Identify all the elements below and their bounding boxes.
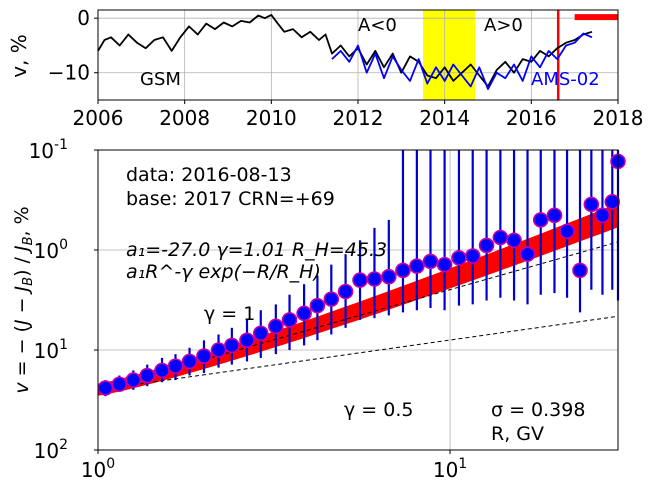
top-xtick-label: 2016 bbox=[506, 106, 557, 130]
top-panel: 2006 2008 2010 2012 2014 2016 2018 0 −10 v, % GS… bbox=[7, 6, 643, 130]
bottom-ytick-exponent: 1 bbox=[59, 337, 68, 353]
top-series bbox=[97, 14, 593, 90]
data-point bbox=[409, 258, 425, 274]
data-point bbox=[167, 358, 184, 374]
data-point bbox=[139, 367, 156, 384]
data-point bbox=[559, 223, 575, 240]
data-point bbox=[309, 297, 326, 314]
data-point bbox=[111, 376, 128, 393]
data-date-text: data: 2016-08-13 bbox=[126, 164, 292, 186]
top-series-gsm bbox=[97, 14, 593, 88]
data-point bbox=[583, 196, 600, 213]
data-point bbox=[464, 248, 481, 264]
data-point bbox=[604, 194, 621, 210]
base-crn-text: base: 2017 CRN=+69 bbox=[126, 188, 335, 210]
gamma-1-label: γ = 1 bbox=[204, 303, 255, 325]
bottom-ytick-exponent: 0 bbox=[59, 237, 68, 253]
data-point bbox=[519, 246, 536, 262]
bottom-xtick-label: 100 bbox=[81, 456, 115, 482]
top-ylabel: v, % bbox=[7, 34, 31, 78]
bottom-xtick-label: 101 bbox=[433, 456, 467, 482]
data-point bbox=[492, 229, 509, 246]
top-ytick-label: −10 bbox=[48, 61, 90, 85]
reference-lines bbox=[97, 241, 619, 391]
data-point bbox=[196, 348, 212, 364]
data-point bbox=[506, 232, 522, 249]
data-points bbox=[97, 153, 626, 396]
data-point bbox=[181, 353, 198, 370]
bottom-ylabel: v = − (J − JB) / JB, % bbox=[11, 206, 36, 393]
top-series-ams-02 bbox=[331, 32, 593, 90]
top-xtick-label: 2008 bbox=[159, 106, 210, 130]
data-point bbox=[532, 212, 549, 228]
data-point bbox=[281, 312, 298, 328]
gamma-05-label: γ = 0.5 bbox=[344, 399, 413, 421]
a-positive-label: A>0 bbox=[484, 15, 523, 36]
polarity-transition-band bbox=[423, 10, 475, 100]
bottom-ytick-exponent: 2 bbox=[59, 437, 68, 453]
data-point bbox=[252, 325, 269, 342]
data-point bbox=[352, 272, 368, 288]
data-point bbox=[224, 337, 240, 354]
top-panel-frame bbox=[97, 9, 619, 101]
fit-params-text: a₁=-27.0 γ=1.01 R_H=45.3 bbox=[126, 239, 387, 261]
data-point bbox=[268, 318, 284, 335]
data-point bbox=[323, 291, 340, 307]
data-point bbox=[125, 372, 142, 388]
bottom-ytick-exponent: -1 bbox=[54, 137, 68, 153]
bottom-ytick-label: 100 bbox=[34, 237, 68, 263]
data-point bbox=[395, 262, 411, 279]
fit-formula-text: a₁R^-γ exp(−R/R_H) bbox=[126, 261, 321, 283]
top-xtick-label: 2012 bbox=[333, 106, 384, 130]
bottom-ytick-label: 102 bbox=[34, 437, 68, 463]
top-xtick-label: 2014 bbox=[419, 106, 470, 130]
reference-line-gamma-1 bbox=[97, 241, 619, 391]
data-point bbox=[154, 362, 170, 379]
bottom-xtick-exponent: 0 bbox=[106, 456, 115, 472]
top-xtick-label: 2010 bbox=[246, 106, 297, 130]
gsm-label: GSM bbox=[140, 69, 181, 90]
bottom-panel-frame bbox=[97, 149, 619, 451]
reference-line-gamma-0-5 bbox=[97, 315, 619, 391]
bottom-ytick-label: 101 bbox=[34, 337, 68, 363]
sigma-label: σ = 0.398 bbox=[491, 399, 585, 421]
bottom-ytick-label: 10-1 bbox=[29, 137, 68, 163]
data-point bbox=[572, 262, 588, 279]
data-point bbox=[478, 237, 495, 254]
data-point bbox=[239, 332, 255, 349]
data-point bbox=[97, 380, 114, 396]
data-point bbox=[422, 253, 439, 270]
a-negative-label: A<0 bbox=[358, 15, 397, 36]
data-point bbox=[451, 250, 467, 266]
data-point bbox=[436, 256, 453, 273]
top-ytick-label: 0 bbox=[77, 6, 90, 30]
bottom-xlabel: R, GV bbox=[491, 423, 544, 445]
bottom-panel-background bbox=[98, 150, 618, 450]
data-point bbox=[337, 283, 354, 300]
top-tick-labels: 2006 2008 2010 2012 2014 2016 2018 0 −10 bbox=[48, 6, 644, 130]
data-point bbox=[594, 207, 611, 224]
data-point bbox=[296, 305, 312, 322]
data-point bbox=[210, 342, 227, 358]
top-grid bbox=[94, 10, 619, 104]
data-point bbox=[381, 268, 397, 285]
top-xtick-label: 2006 bbox=[73, 106, 124, 130]
bottom-xtick-exponent: 1 bbox=[458, 456, 467, 472]
data-point bbox=[366, 271, 383, 287]
top-xtick-label: 2018 bbox=[593, 106, 644, 130]
data-point bbox=[546, 207, 563, 224]
ams-label: AMS-02 bbox=[531, 69, 600, 90]
